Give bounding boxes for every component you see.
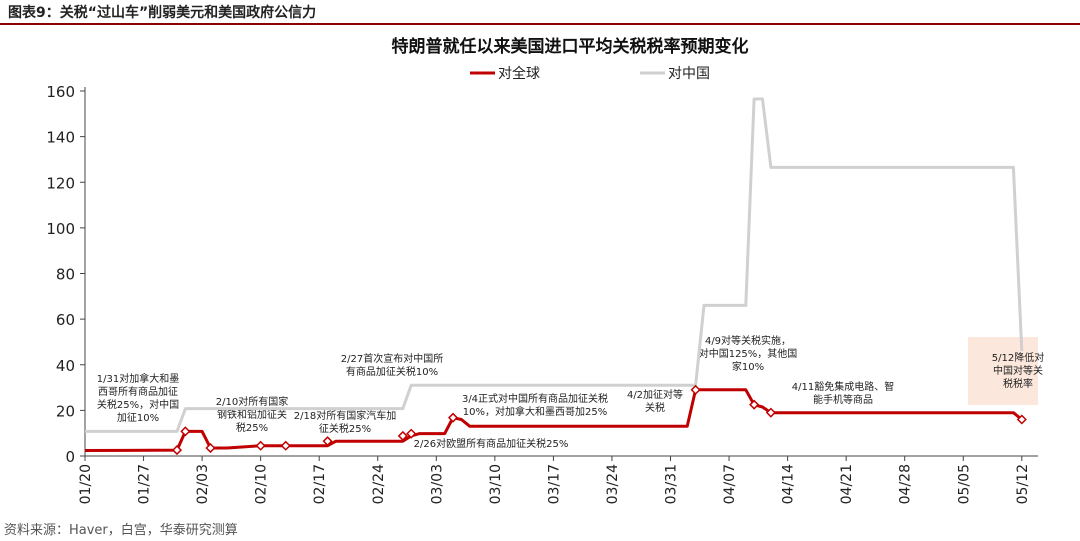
source-note: 资料来源：Haver，白宫，华泰研究测算: [4, 523, 238, 538]
annotation-text: 2/10对所有国家: [216, 395, 288, 408]
annotation-text: 税25%: [236, 421, 268, 434]
annotation-text: 2/26对欧盟所有商品加征关税25%: [414, 437, 569, 450]
x-tick-label: 03/03: [429, 464, 445, 504]
series-marker: [397, 430, 408, 441]
chart-title: 特朗普就任以来美国进口平均关税税率预期变化: [392, 36, 749, 57]
series-marker: [1016, 414, 1027, 425]
series-marker: [447, 412, 459, 423]
title-rule: [0, 23, 1080, 25]
annotation-text: 对中国125%，其他国: [699, 347, 798, 360]
tariff-chart: 特朗普就任以来美国进口平均关税税率预期变化 对全球 对中国 1/31对加拿大和墨西…: [46, 36, 1044, 504]
annotation-text: 4/11豁免集成电路、智: [792, 380, 894, 393]
y-tick-label: 0: [65, 448, 75, 466]
x-tick-label: 04/21: [839, 464, 855, 504]
legend-label: 对中国: [668, 66, 710, 82]
y-tick-label: 60: [56, 311, 75, 329]
annotation-text: 3/4正式对中国所有商品加征关税: [462, 392, 608, 405]
annotation-text: 西哥所有商品加征: [98, 385, 178, 398]
x-tick-label: 04/07: [722, 464, 738, 504]
series-marker: [749, 399, 760, 410]
y-tick-label: 20: [56, 402, 75, 420]
annotation-text: 能手机等商品: [813, 393, 873, 406]
axes: 0 20 40 60 80 100 120 140 160 01/20 01/27 02/03 02/1…: [46, 83, 1038, 504]
x-tick-label: 03/31: [664, 464, 680, 504]
y-tick-label: 120: [46, 174, 75, 192]
annotation-text: 4/2加征对等: [627, 388, 683, 401]
series-marker: [322, 436, 333, 447]
x-tick-label: 04/28: [898, 464, 914, 504]
legend: 对全球 对中国: [470, 65, 710, 82]
figure-title: 图表9：关税“过山车”削弱美元和美国政府公信力: [8, 2, 316, 22]
x-tick-label: 03/17: [546, 464, 562, 504]
x-tick-label: 02/24: [371, 464, 387, 504]
annotation-text: 有商品加征关税10%: [346, 365, 438, 378]
annotation-text: 5/12降低对: [992, 351, 1044, 364]
series-marker: [255, 440, 266, 451]
annotation-text: 2/18对所有国家汽车加: [294, 409, 396, 422]
x-tick-label: 01/20: [78, 464, 94, 504]
figure-title-text: 关税“过山车”削弱美元和美国政府公信力: [59, 5, 317, 21]
annotation-text: 钢铁和铝加征关: [217, 408, 287, 421]
x-tick-label: 02/10: [254, 464, 270, 504]
x-tick-label: 02/17: [312, 464, 328, 504]
x-tick-label: 03/10: [488, 464, 504, 504]
series-marker: [205, 442, 216, 454]
y-tick-label: 160: [46, 83, 75, 101]
annotation-highlight: [968, 337, 1038, 405]
series-marker: [765, 407, 776, 418]
x-tick-label: 02/03: [195, 464, 211, 504]
x-tick-label: 01/27: [137, 464, 153, 504]
y-tick-label: 40: [56, 357, 75, 375]
series-marker: [280, 440, 291, 451]
series-line: [85, 97, 1024, 433]
x-tick-label: 04/14: [781, 464, 797, 504]
y-tick-label: 140: [46, 129, 75, 147]
series-marker: [180, 426, 191, 437]
annotation-text: 中国对等关: [993, 364, 1043, 377]
annotation-text: 加征10%: [117, 412, 159, 424]
figure-label: 图表9：: [8, 5, 60, 21]
series-marker: [406, 428, 417, 439]
y-tick-label: 100: [46, 220, 75, 238]
series-marker: [171, 445, 183, 456]
x-tick-label: 03/24: [605, 464, 621, 504]
annotation-text: 1/31对加拿大和墨: [97, 372, 179, 385]
annotation-text: 4/9对等关税实施，: [705, 334, 791, 347]
annotation-text: 关税: [645, 401, 665, 414]
annotation-text: 征关税25%: [319, 422, 371, 435]
x-tick-label: 05/12: [1015, 464, 1031, 504]
annotation-text: 税税率: [1003, 377, 1033, 390]
annotation-text: 2/27首次宣布对中国所: [341, 352, 443, 365]
series-layer: [84, 97, 1027, 456]
series-marker: [690, 384, 701, 395]
annotation-text: 家10%: [732, 360, 764, 373]
annotation-text: 关税25%，对中国: [97, 398, 179, 411]
legend-label: 对全球: [498, 65, 540, 82]
x-tick-label: 05/05: [956, 464, 972, 504]
y-tick-label: 80: [56, 266, 75, 284]
annotation-text: 10%，对加拿大和墨西哥加25%: [463, 405, 607, 418]
